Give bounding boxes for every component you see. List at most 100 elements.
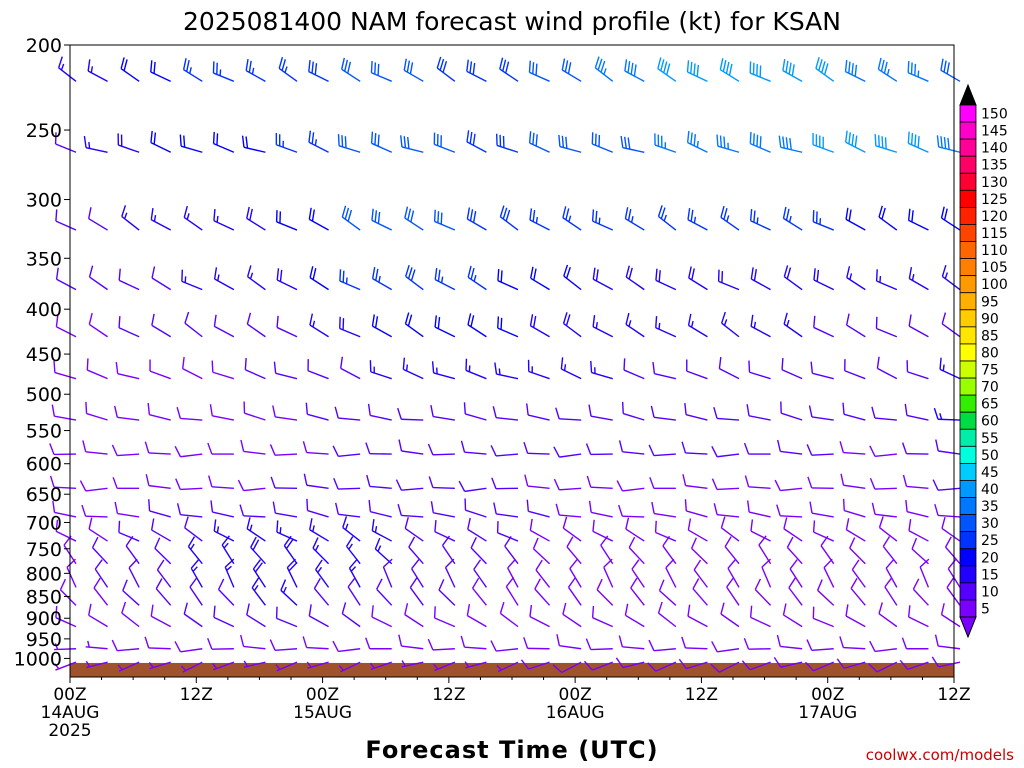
wind-barb	[941, 516, 961, 542]
y-tick-label: 300	[26, 190, 62, 212]
wind-barb	[748, 360, 771, 380]
colorbar-label: 15	[981, 567, 999, 583]
wind-barb	[562, 516, 582, 542]
barb-feather	[280, 579, 287, 591]
barb-feather	[374, 133, 377, 145]
barb-staff	[342, 526, 361, 542]
wind-barb	[878, 516, 898, 542]
barb-staff	[685, 414, 708, 421]
barb-staff	[749, 72, 771, 82]
barb-feather	[490, 640, 497, 652]
barb-staff	[246, 528, 266, 542]
colorbar-swatch	[959, 480, 977, 498]
barb-feather	[724, 536, 732, 547]
colorbar-label: 85	[981, 328, 999, 344]
colorbar-label: 105	[981, 260, 1008, 276]
wind-barb	[51, 404, 77, 421]
barb-staff	[308, 71, 329, 82]
barb-feather	[122, 579, 128, 591]
barb-feather	[55, 209, 58, 222]
barb-feather	[397, 504, 403, 516]
wind-barb	[55, 315, 77, 338]
barb-staff	[338, 453, 361, 458]
wind-barb	[941, 264, 961, 291]
wind-barb	[686, 60, 708, 82]
wind-barb	[83, 135, 108, 153]
barb-staff	[278, 67, 298, 82]
barb-staff	[654, 512, 676, 518]
wind-barb	[588, 404, 613, 421]
wind-barb	[562, 206, 582, 231]
barb-feather	[592, 315, 596, 327]
barb-feather	[332, 445, 339, 457]
colorbar-swatch	[959, 514, 977, 533]
barb-staff	[187, 546, 203, 565]
barb-staff	[596, 589, 614, 606]
wind-barb	[935, 439, 961, 455]
barb-feather	[437, 269, 441, 282]
barb-feather	[53, 360, 56, 373]
barb-feather	[176, 407, 182, 419]
barb-staff	[338, 417, 361, 421]
wind-barb	[782, 206, 803, 231]
barb-staff	[941, 527, 961, 542]
barb-staff	[434, 220, 456, 231]
barb-staff	[942, 275, 961, 291]
wind-barb	[309, 518, 329, 542]
wind-barb	[720, 311, 740, 338]
barb-staff	[534, 588, 551, 606]
wind-barb	[117, 661, 140, 672]
wind-barb	[376, 578, 393, 606]
barb-feather	[947, 137, 950, 150]
barb-feather	[631, 559, 640, 570]
wind-barb	[655, 268, 677, 291]
barb-feather	[807, 476, 813, 489]
barb-feather	[791, 64, 795, 77]
barb-staff	[243, 487, 266, 492]
barb-feather	[655, 316, 658, 328]
barb-staff	[561, 69, 582, 82]
barb-feather	[848, 209, 852, 222]
colorbar-swatch	[959, 428, 977, 447]
barb-feather	[114, 501, 119, 514]
wind-barb	[836, 658, 866, 669]
x-tick-label: 00Z	[53, 685, 86, 705]
barb-half-feather	[658, 322, 661, 330]
colorbar-swatch	[959, 206, 977, 225]
barb-feather	[758, 535, 767, 546]
barb-staff	[845, 218, 866, 231]
wind-barb	[535, 559, 551, 588]
barb-feather	[561, 135, 565, 148]
barb-feather	[185, 59, 190, 72]
barb-staff	[55, 143, 77, 153]
barb-staff	[85, 146, 108, 153]
barb-feather	[849, 537, 856, 549]
barb-staff	[754, 589, 772, 606]
wind-barb	[87, 59, 108, 82]
barb-feather	[789, 138, 792, 150]
wind-barb	[156, 559, 172, 588]
barb-staff	[850, 588, 866, 606]
barb-staff	[85, 646, 108, 650]
wind-barb	[332, 640, 361, 653]
wind-barb	[306, 661, 329, 669]
wind-barb	[657, 205, 677, 231]
barb-staff	[438, 589, 456, 606]
barb-half-feather	[563, 364, 567, 371]
barb-staff	[622, 451, 645, 455]
barb-half-feather	[879, 276, 882, 283]
wind-barb	[403, 58, 424, 82]
wind-barb	[662, 535, 677, 565]
barb-staff	[467, 528, 487, 542]
barb-staff	[214, 325, 235, 338]
barb-staff	[181, 280, 203, 291]
wind-barb	[678, 658, 708, 670]
barb-staff	[149, 370, 171, 380]
barb-feather	[404, 516, 409, 529]
barb-feather	[245, 58, 249, 71]
barb-feather	[507, 558, 517, 569]
wind-barb	[121, 601, 140, 628]
barb-feather	[687, 313, 692, 326]
barb-feather	[346, 536, 354, 547]
wind-barb	[312, 537, 330, 565]
